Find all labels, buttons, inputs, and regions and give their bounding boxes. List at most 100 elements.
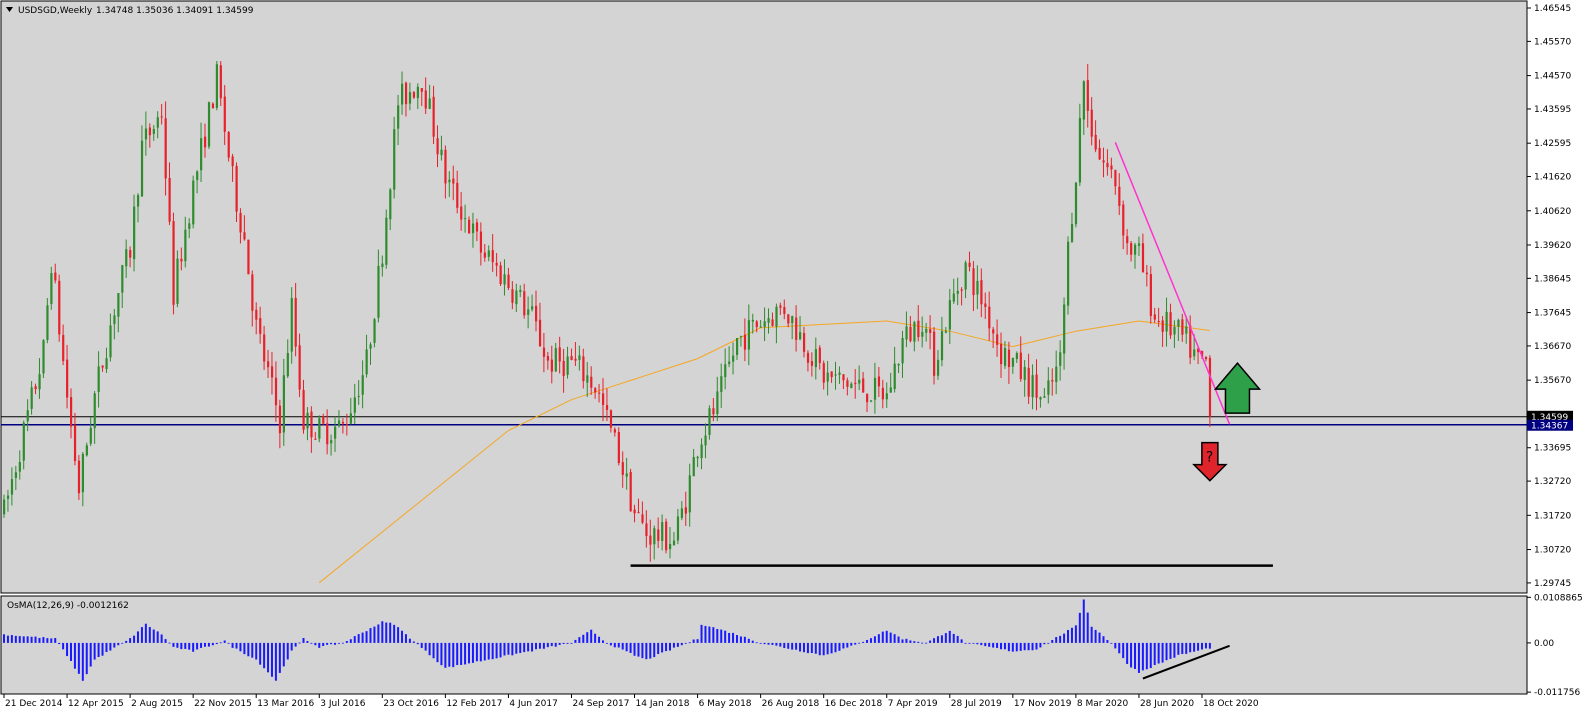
osma-trendline[interactable]: [1142, 644, 1230, 680]
osma-bar: [1102, 636, 1105, 643]
time-tick-label: 12 Feb 2017: [446, 699, 502, 709]
time-tick-label: 23 Oct 2016: [383, 699, 439, 709]
candle-body: [1011, 358, 1015, 367]
candle: [452, 165, 455, 201]
candle-body: [251, 274, 254, 311]
candle-body: [3, 499, 6, 515]
osma-bar: [917, 641, 920, 643]
candle: [929, 315, 932, 350]
candle: [574, 341, 577, 366]
osma-bar: [113, 642, 116, 648]
osma-bar: [408, 638, 411, 643]
candle: [1130, 240, 1133, 262]
candlesticks: [3, 60, 1212, 562]
candle: [602, 378, 605, 422]
candle: [231, 153, 234, 182]
osma-tick-label: -0.011756: [1534, 688, 1580, 698]
candle-body: [259, 318, 262, 334]
osma-bar: [203, 642, 206, 647]
osma-bar: [1149, 642, 1152, 669]
candle-body: [728, 361, 731, 365]
candle-body: [1074, 182, 1078, 225]
osma-bar: [337, 642, 340, 644]
candle-body: [680, 508, 684, 518]
osma-bar: [105, 642, 108, 653]
price-tick-label: 1.45570: [1534, 37, 1571, 47]
trend-lines[interactable]: [630, 142, 1273, 680]
chart-menu-triangle-icon[interactable]: [6, 7, 13, 12]
candle-body: [491, 250, 494, 263]
candle-body: [286, 352, 289, 377]
osma-bar: [641, 642, 644, 659]
candle: [235, 162, 238, 222]
osma-bar: [58, 642, 61, 645]
candle: [582, 348, 585, 389]
candle: [1141, 233, 1145, 273]
candle: [621, 451, 624, 488]
time-tick-label: 12 Apr 2015: [68, 699, 124, 709]
candle: [239, 208, 242, 244]
candle-body: [1110, 165, 1113, 170]
candle: [397, 94, 400, 146]
candle-body: [854, 382, 857, 385]
candle-body: [243, 232, 246, 240]
candle-body: [203, 136, 207, 148]
candle-body: [830, 371, 833, 378]
candle: [1094, 120, 1097, 153]
osma-bar: [814, 642, 817, 654]
candle: [901, 330, 904, 378]
candle: [223, 85, 226, 145]
candle: [909, 315, 912, 343]
candle: [661, 514, 664, 551]
osma-bar: [81, 642, 84, 681]
candle-body: [605, 405, 609, 410]
candle: [542, 332, 546, 373]
candle: [724, 348, 727, 390]
candle-body: [1078, 118, 1082, 183]
osma-bar: [936, 636, 939, 643]
osma-bar: [1007, 642, 1010, 652]
time-tick-label: 17 Nov 2019: [1014, 699, 1072, 709]
osma-bar: [334, 642, 337, 645]
candle-body: [424, 90, 427, 109]
candle: [1027, 353, 1030, 404]
candle: [152, 125, 155, 141]
price-trendline[interactable]: [1114, 142, 1231, 425]
candle-body: [54, 272, 57, 281]
osma-bar: [574, 639, 577, 643]
candle-body: [144, 128, 148, 140]
candle: [1082, 80, 1085, 135]
candle: [1189, 315, 1192, 365]
candle: [203, 123, 207, 158]
candle: [136, 193, 140, 223]
osma-bar: [783, 642, 786, 649]
candle-body: [58, 280, 61, 335]
candle-body: [294, 297, 297, 347]
candle-body: [357, 395, 360, 397]
time-tick-label: 3 Jul 2016: [320, 699, 365, 709]
osma-bar: [495, 642, 498, 659]
candle: [523, 283, 526, 319]
candle-body: [1181, 319, 1184, 335]
candle: [617, 427, 620, 466]
candle: [432, 85, 435, 144]
candle-body: [223, 96, 226, 132]
time-tick-label: 6 May 2018: [699, 699, 752, 709]
candle: [1063, 297, 1066, 370]
main-chart-panel[interactable]: [0, 0, 1528, 594]
candle-body: [263, 334, 266, 362]
osma-bar: [231, 642, 234, 648]
osma-bar: [1197, 642, 1200, 651]
price-lines: [1, 416, 1527, 426]
osma-bar: [66, 642, 69, 657]
candle-body: [66, 359, 69, 398]
osma-bar: [349, 639, 352, 643]
symbol-ohlc: 1.34748 1.35036 1.34091 1.34599: [96, 6, 254, 16]
candle: [503, 259, 506, 296]
osma-panel[interactable]: [0, 595, 1528, 695]
candle: [665, 518, 668, 554]
osma-bar: [373, 626, 376, 643]
osma-bar: [720, 629, 723, 643]
